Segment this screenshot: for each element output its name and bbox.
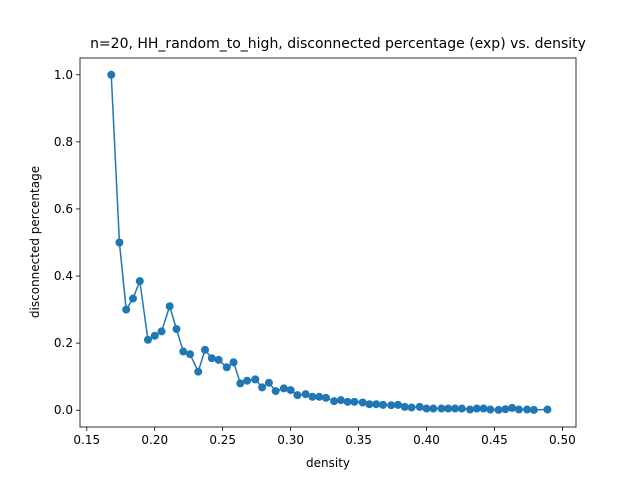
data-point [236, 379, 245, 388]
x-tick-label: 0.15 [73, 433, 100, 447]
data-point [201, 345, 210, 354]
data-point [387, 401, 396, 410]
data-point [508, 403, 517, 412]
data-point [157, 327, 166, 336]
data-point [207, 354, 216, 363]
chart-title: n=20, HH_random_to_high, disconnected pe… [90, 36, 586, 52]
data-point [179, 347, 188, 356]
data-point [343, 397, 352, 406]
data-point [529, 405, 538, 414]
data-point [286, 386, 295, 395]
x-tick-label: 0.45 [481, 433, 508, 447]
data-point [379, 400, 388, 409]
y-tick-label: 0.0 [54, 403, 73, 417]
data-point [514, 405, 523, 414]
data-point [422, 404, 431, 413]
data-point [393, 400, 402, 409]
data-point [451, 404, 460, 413]
x-tick-label: 0.40 [413, 433, 440, 447]
y-tick-label: 1.0 [54, 68, 73, 82]
data-point [301, 390, 310, 399]
data-point [437, 404, 446, 413]
data-point [372, 400, 381, 409]
data-point [479, 404, 488, 413]
data-point [330, 397, 339, 406]
data-point [172, 325, 181, 334]
data-point [122, 305, 131, 314]
data-point [279, 384, 288, 393]
x-tick-label: 0.25 [209, 433, 236, 447]
data-point [308, 392, 317, 401]
data-point [115, 238, 124, 247]
x-tick-label: 0.50 [549, 433, 576, 447]
data-point [214, 355, 223, 364]
plot-frame [79, 57, 577, 428]
data-point [472, 404, 481, 413]
data-point [293, 391, 302, 400]
data-point [358, 398, 367, 407]
data-point [466, 405, 475, 414]
data-point [336, 396, 345, 405]
y-tick-label: 0.2 [54, 336, 73, 350]
data-point [251, 375, 260, 384]
y-tick-label: 0.6 [54, 202, 73, 216]
data-point [128, 294, 137, 303]
data-point [501, 405, 510, 414]
x-tick-label: 0.35 [345, 433, 372, 447]
data-point [543, 405, 552, 414]
data-point [407, 403, 416, 412]
data-point [186, 350, 195, 359]
data-point [523, 405, 532, 414]
data-point [135, 277, 144, 286]
data-point [315, 392, 324, 401]
data-point [457, 404, 466, 413]
data-point [415, 402, 424, 411]
x-tick-label: 0.30 [277, 433, 304, 447]
data-point [494, 405, 503, 414]
data-point [150, 331, 159, 340]
y-tick-label: 0.4 [54, 269, 73, 283]
x-tick-label: 0.20 [141, 433, 168, 447]
data-point [243, 376, 252, 385]
data-point [365, 400, 374, 409]
data-point [350, 397, 359, 406]
data-point [264, 378, 273, 387]
data-point [444, 404, 453, 413]
x-axis-label: density [306, 456, 350, 470]
data-point [165, 302, 174, 311]
data-point [143, 335, 152, 344]
data-point [486, 405, 495, 414]
y-tick-label: 0.8 [54, 135, 73, 149]
data-point [107, 70, 116, 79]
data-point [229, 358, 238, 367]
data-point [321, 393, 330, 402]
y-axis-label: disconnected percentage [28, 166, 42, 318]
data-point [429, 404, 438, 413]
series-line [110, 74, 548, 411]
data-point [258, 383, 267, 392]
data-point [400, 402, 409, 411]
data-point [194, 367, 203, 376]
data-point [271, 387, 280, 396]
data-point [222, 363, 231, 372]
